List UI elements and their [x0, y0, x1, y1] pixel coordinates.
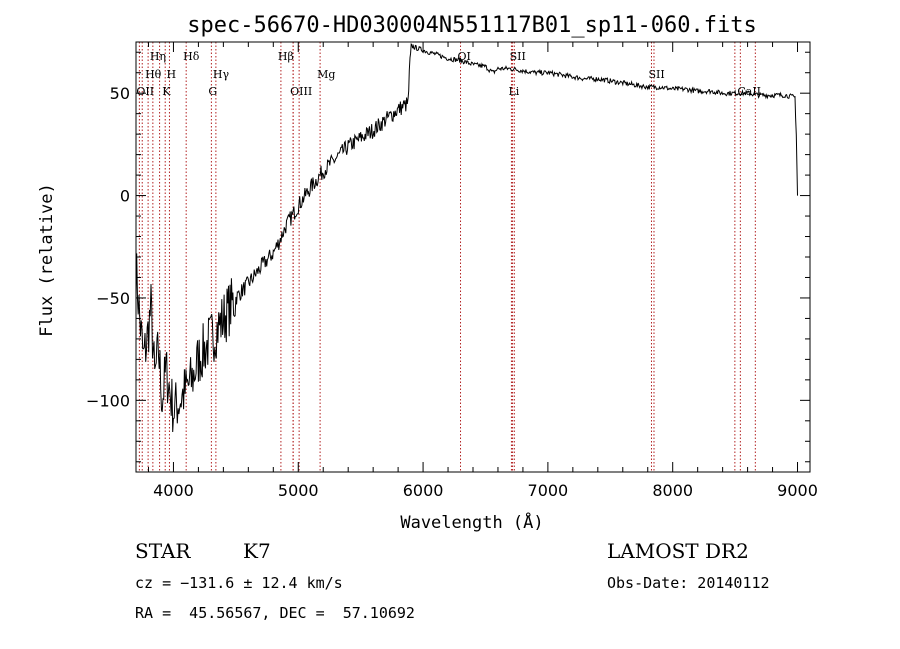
- object-subclass: K7: [243, 539, 271, 563]
- x-tick-label: 7000: [528, 481, 569, 500]
- y-tick-label: 0: [120, 187, 130, 206]
- x-tick-label: 9000: [777, 481, 818, 500]
- x-axis-label: Wavelength (Å): [400, 511, 543, 533]
- spectrum-chart: spec-56670-HD030004N551117B01_sp11-060.f…: [37, 13, 818, 533]
- spectral-line-label: SII: [648, 68, 664, 81]
- spectral-line-label: H: [166, 68, 176, 81]
- spectral-line-label: Mg: [317, 68, 335, 81]
- spectral-line-label: Hδ: [183, 50, 200, 63]
- spectral-line-label: OIII: [290, 85, 312, 98]
- y-tick-label: 50: [110, 84, 130, 103]
- axis-ticks: 4000 5000 6000 7000 8000 9000 50 0 −50 −100: [86, 42, 818, 500]
- spectral-line-label: K: [162, 85, 171, 98]
- spectral-line-label: Hγ: [213, 68, 230, 81]
- x-tick-label: 6000: [403, 481, 444, 500]
- observation-date: Obs-Date: 20140112: [607, 574, 770, 592]
- y-axis-label: Flux (relative): [37, 183, 57, 337]
- survey-name: LAMOST DR2: [607, 539, 749, 563]
- plot-frame: [135, 41, 811, 473]
- spectral-line-label: Li: [508, 85, 519, 98]
- chart-title: spec-56670-HD030004N551117B01_sp11-060.f…: [187, 13, 757, 38]
- spectrum-series-line: [135, 43, 798, 433]
- y-tick-label: −50: [96, 289, 130, 308]
- object-class: STAR: [135, 539, 191, 563]
- redshift-cz: cz = −131.6 ± 12.4 km/s: [135, 574, 343, 592]
- spectral-line-label: Hβ: [278, 50, 294, 63]
- y-tick-label: −100: [86, 391, 130, 410]
- spectral-line-label: G: [208, 85, 217, 98]
- spectral-line-label: Hθ: [145, 68, 162, 81]
- spectral-line-label: Hη: [150, 50, 166, 63]
- x-tick-label: 8000: [652, 481, 693, 500]
- x-tick-label: 5000: [278, 481, 319, 500]
- spectral-line-label: OII: [136, 85, 154, 98]
- ra-dec-coordinates: RA = 45.56567, DEC = 57.10692: [135, 604, 415, 622]
- spectral-line-label: SII: [510, 50, 526, 63]
- x-tick-label: 4000: [153, 481, 194, 500]
- spectral-line-label: CaII: [737, 85, 761, 98]
